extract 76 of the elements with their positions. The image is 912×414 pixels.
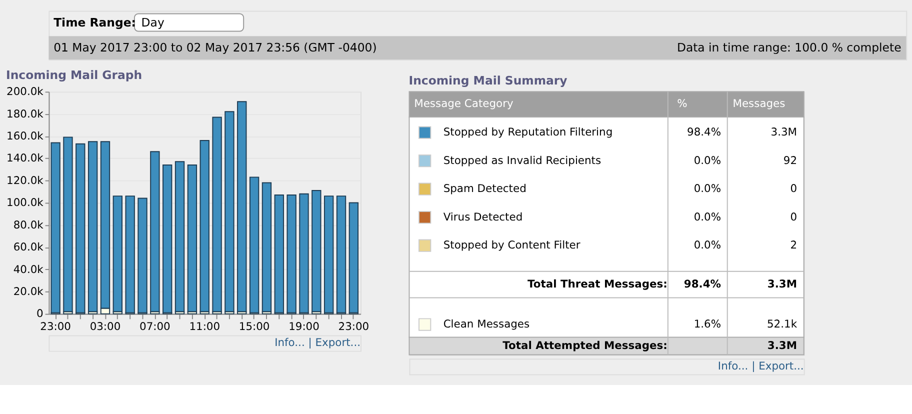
category-label: Virus Detected [443,210,523,224]
bar [112,196,122,312]
y-tick-label: 20.0k [13,285,44,298]
text: % [677,97,688,110]
bar [299,193,309,314]
x-tick-label: 03:00 [90,320,121,333]
bar [262,182,272,312]
text: 01 May 2017 23:00 to 02 May 2017 23:56 (GMT -0400) [54,40,377,55]
bar [63,136,73,312]
y-tick-label: 120.0k [6,174,44,187]
category-label: Clean Messages [443,317,530,330]
x-tick-label: 07:00 [139,320,171,333]
bar [336,196,346,314]
text: 0.0% [694,210,722,224]
bar [212,116,222,312]
x-tick-label: 23:00 [338,320,370,333]
bar [312,190,322,312]
bar [150,151,160,312]
bar [286,194,296,314]
y-tick-label: 40.0k [13,262,44,276]
y-tick-label: 200.0k [6,85,44,98]
bar [224,111,234,312]
text: 0 [790,182,798,196]
text: 0 [790,210,798,224]
x-tick-label: 23:00 [40,320,72,333]
y-tick-label: 160.0k [6,129,44,142]
x-tick-label: 19:00 [288,320,320,333]
category-label: Spam Detected [443,182,526,196]
text: 2 [790,238,798,252]
bar [125,196,135,314]
text: 52.1k [766,317,798,330]
text: Info... | Export... [718,359,804,372]
bar [88,141,98,312]
bar [237,101,247,312]
text: 0.0% [694,238,722,252]
y-tick-label: 0 [36,307,44,320]
bar [324,196,334,314]
text: Day [141,15,164,30]
text: 1.6% [694,317,722,330]
text: 0.0% [694,154,722,167]
text: Total Attempted Messages: [502,338,668,352]
text: 3.3M [770,126,798,138]
bar [76,143,86,314]
category-label: Stopped by Content Filter [443,238,581,252]
y-tick-label: 60.0k [13,240,44,254]
text: Info... | Export... [274,336,361,349]
text: Messages [732,97,786,110]
text: 92 [783,154,798,167]
text: 0.0% [694,182,722,196]
text: 3.3M [767,338,798,352]
category-label: Stopped as Invalid Recipients [443,154,602,167]
category-label: Stopped by Reputation Filtering [443,126,613,138]
text: 3.3M [767,278,798,290]
y-tick-label: 140.0k [6,152,44,165]
x-tick-label: 11:00 [189,320,220,333]
bar [200,140,210,312]
text: Total Threat Messages: [528,278,668,290]
y-tick-label: 80.0k [13,218,44,232]
bar [162,164,172,314]
text: 98.4% [687,126,722,138]
chart-title: Incoming Mail Graph [6,68,142,82]
bar [174,161,185,312]
bar [348,202,359,314]
bar [187,164,198,312]
text: Data in time range: 100.0 % complete [676,40,902,55]
bar [50,142,60,314]
text: 98.4% [684,278,722,290]
y-tick-label: 180.0k [6,107,44,120]
text: Time Range: [54,15,136,30]
bar [138,198,148,314]
x-tick-label: 15:00 [238,320,270,333]
y-tick-label: 100.0k [6,196,44,210]
text: Incoming Mail Summary [408,73,568,88]
text: Message Category [414,97,514,110]
bar [274,194,284,314]
bar [249,176,260,314]
